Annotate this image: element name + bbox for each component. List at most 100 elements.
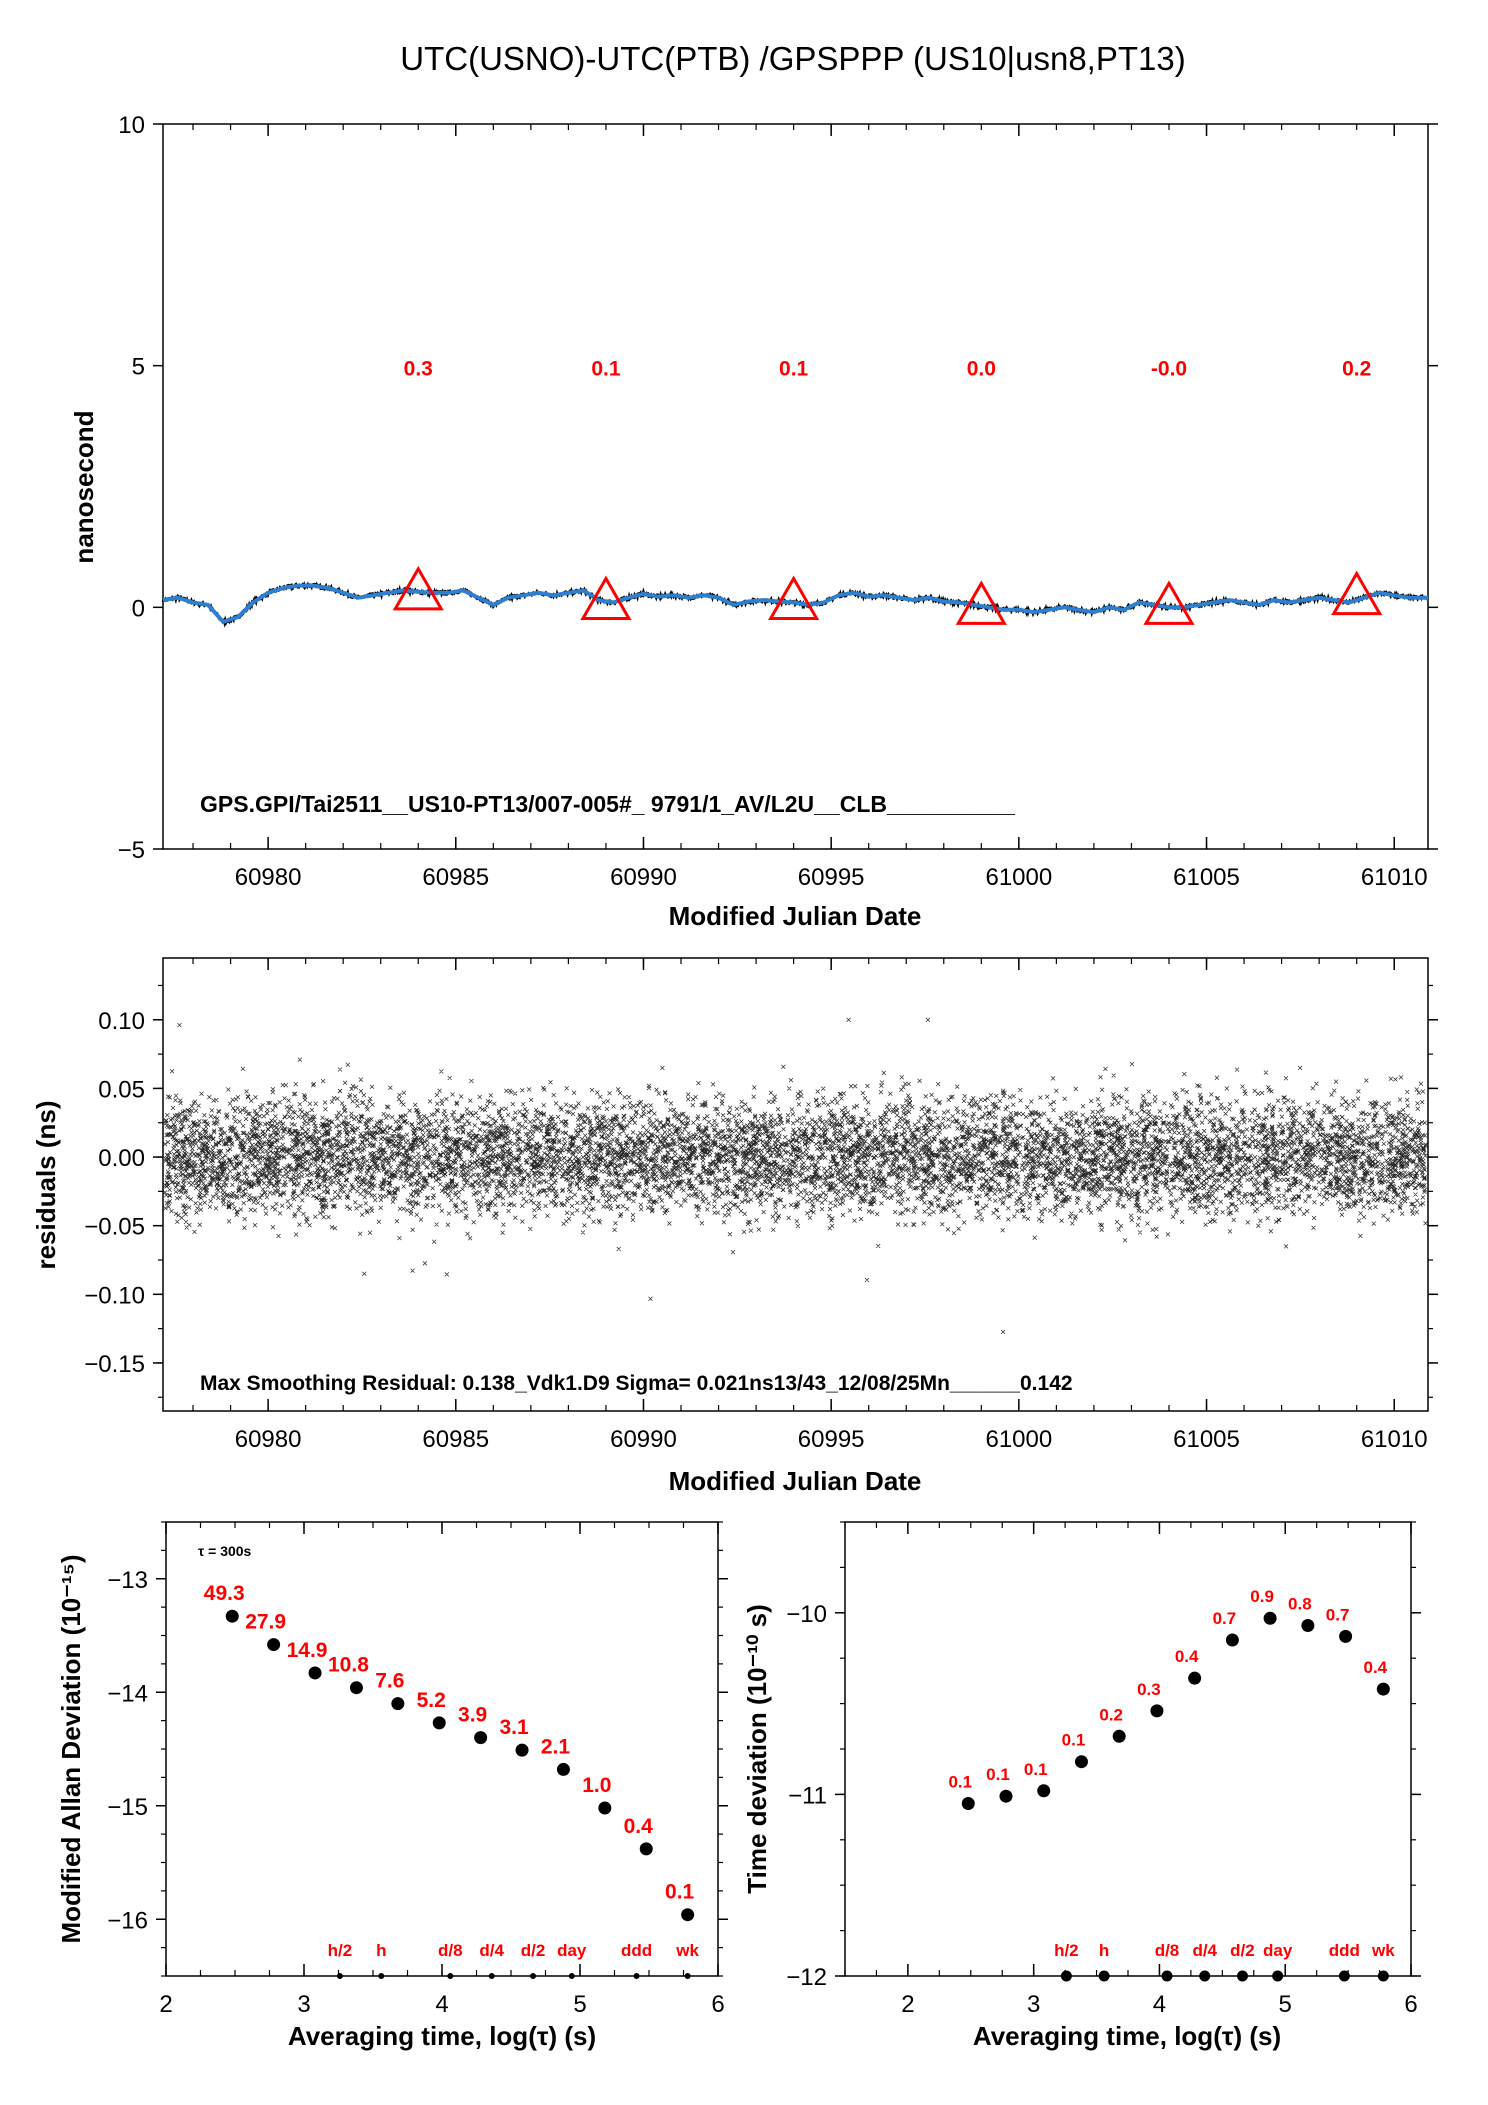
mdev-data: 49.327.914.910.8 7.6 5.2 3.9 3.1 2.1 1.0 0.4 0.1 (204, 1582, 695, 1922)
mdev-ticks (156, 1521, 728, 1977)
mdev-tau-note: τ = 300s (198, 1543, 252, 1559)
x-tick-label: 61010 (1361, 1426, 1428, 1453)
series-marker-label: 0.3 (404, 358, 433, 381)
p4-point (1074, 1755, 1088, 1769)
p4-point-label: 0.3 (1137, 1680, 1161, 1699)
series-marker-label: 0.1 (591, 358, 621, 381)
p4-point-label: 0.8 (1288, 1595, 1312, 1614)
tdev-panel: 2 3 4 5 6 −12 −11 −10 0.1 0.1 0.1 0.1 0.2 0.3 0.4 0.7… (742, 1521, 1421, 2051)
series-triangle-marker (1331, 570, 1383, 616)
series-triangle-marker (392, 565, 444, 611)
p3-point-label: 5.2 (417, 1689, 446, 1712)
x-tick-label: 61005 (1173, 864, 1240, 891)
p3-period-label: h (376, 1941, 386, 1960)
x-tick-label: 60985 (422, 1426, 489, 1453)
series-annotation: GPS.GPI/Tai2511__US10-PT13/007-005#_ 979… (200, 791, 1015, 817)
series-triangle-marker (955, 580, 1007, 625)
p3-point-label: 0.4 (624, 1815, 654, 1838)
p3-period-dot (530, 1973, 537, 1979)
series-smoothed-line (162, 583, 1428, 625)
p3-period-dot (568, 1973, 575, 1979)
p4-point (999, 1789, 1013, 1803)
series-markers: 0.3 0.1 0.1 0.0 -0.0 0.2 (392, 358, 1383, 625)
p4-point-label: 0.4 (1364, 1658, 1388, 1677)
x-tick-label: 61010 (1361, 864, 1428, 891)
tdev-period-marks: h/2 h d/8 d/4 d/2 day ddd wk (1054, 1941, 1395, 1982)
p4-point (1112, 1729, 1126, 1743)
p3-period-dot (633, 1973, 640, 1979)
x-tick-label: 60990 (610, 864, 677, 891)
p3-period-label: d/8 (438, 1941, 463, 1960)
p4-period-label: h (1099, 1941, 1109, 1960)
p3-point-label: 3.9 (458, 1704, 487, 1727)
p3-period-dot (447, 1973, 454, 1979)
p3-point-label: 0.1 (665, 1881, 695, 1904)
p4-period-dot (1161, 1970, 1173, 1982)
p4-period-label: d/8 (1155, 1941, 1180, 1960)
series-marker-label: 0.2 (1342, 358, 1371, 381)
mdev-x-axis-label: Averaging time, log(τ) (s) (288, 2021, 596, 2051)
series-data (161, 581, 1429, 628)
residuals-panel: 60980 60985 60990 60995 61000 61005 61010 −0.1… (31, 957, 1438, 1496)
p3-period-dot (336, 1973, 343, 1979)
y-tick-label: −15 (107, 1794, 148, 1821)
p3-point (308, 1666, 322, 1680)
p4-period-label: ddd (1329, 1941, 1360, 1960)
p3-point (391, 1697, 405, 1711)
p4-period-label: h/2 (1054, 1941, 1079, 1960)
p3-period-label: day (557, 1941, 587, 1960)
y-tick-label: −13 (107, 1567, 148, 1594)
p4-point-label: 0.1 (986, 1765, 1010, 1784)
p4-point (1376, 1682, 1390, 1696)
p4-period-dot (1199, 1970, 1211, 1982)
tdev-x-axis-label: Averaging time, log(τ) (s) (973, 2021, 1281, 2051)
p3-point (474, 1731, 488, 1745)
p3-period-label: d/2 (521, 1941, 546, 1960)
p3-point-label: 49.3 (204, 1582, 245, 1605)
series-marker-label: 0.0 (967, 358, 996, 381)
p3-point-label: 3.1 (499, 1716, 529, 1739)
p3-point-label: 27.9 (245, 1611, 286, 1634)
residuals-plot-frame (162, 957, 1429, 1412)
mdev-y-axis-label: Modified Allan Deviation (10⁻¹⁵) (56, 1555, 86, 1944)
x-tick-label: 6 (711, 1991, 724, 2018)
y-tick-label: 0.00 (98, 1145, 145, 1172)
p4-period-label: d/4 (1192, 1941, 1217, 1960)
series-x-axis-label: Modified Julian Date (669, 901, 922, 931)
p4-period-dot (1060, 1970, 1072, 1982)
x-tick-label: 61000 (985, 864, 1052, 891)
p4-period-dot (1272, 1970, 1284, 1982)
tdev-ticks (835, 1521, 1421, 1977)
p4-period-dot (1236, 1970, 1248, 1982)
p4-period-dot (1098, 1970, 1110, 1982)
x-tick-label: 5 (573, 1991, 586, 2018)
chart-title: UTC(USNO)-UTC(PTB) /GPSPPP (US10|usn8,PT… (400, 40, 1185, 77)
p3-point-label: 7.6 (375, 1670, 404, 1693)
x-tick-label: 60995 (798, 864, 865, 891)
p4-point (1263, 1611, 1277, 1625)
p4-point-label: 0.4 (1175, 1647, 1199, 1666)
residuals-y-tick-labels: −0.15 −0.10 −0.05 0.00 0.05 0.10 (84, 1008, 145, 1378)
p4-point-label: 0.7 (1213, 1609, 1237, 1628)
mdev-y-tick-labels: −16 −15 −14 −13 (107, 1567, 148, 1935)
p4-point-label: 0.1 (948, 1772, 972, 1791)
y-tick-label: −16 (107, 1907, 148, 1934)
tdev-data: 0.1 0.1 0.1 0.1 0.2 0.3 0.4 0.7 0.9 0.8 0.7 0.4 (948, 1587, 1390, 1810)
residuals-annotation: Max Smoothing Residual: 0.138_Vdk1.D9 Si… (200, 1372, 1073, 1395)
p4-point (961, 1796, 975, 1810)
p3-period-dot (684, 1973, 691, 1979)
y-tick-label: −5 (118, 837, 145, 864)
y-tick-label: 0.05 (98, 1076, 145, 1103)
y-tick-label: 0.10 (98, 1008, 145, 1035)
tdev-x-tick-labels: 2 3 4 5 6 (901, 1991, 1417, 2018)
series-triangle-marker (768, 575, 820, 620)
x-tick-label: 4 (1153, 1991, 1166, 2018)
p3-period-dot (378, 1973, 385, 1979)
x-tick-label: 6 (1404, 1991, 1417, 2018)
tdev-y-axis-label: Time deviation (10⁻¹⁰ s) (742, 1604, 772, 1894)
p3-point-label: 1.0 (582, 1774, 611, 1797)
p3-point (267, 1638, 281, 1652)
p3-point (598, 1801, 612, 1815)
y-tick-label: 10 (118, 112, 145, 139)
x-tick-label: 60980 (235, 1426, 302, 1453)
